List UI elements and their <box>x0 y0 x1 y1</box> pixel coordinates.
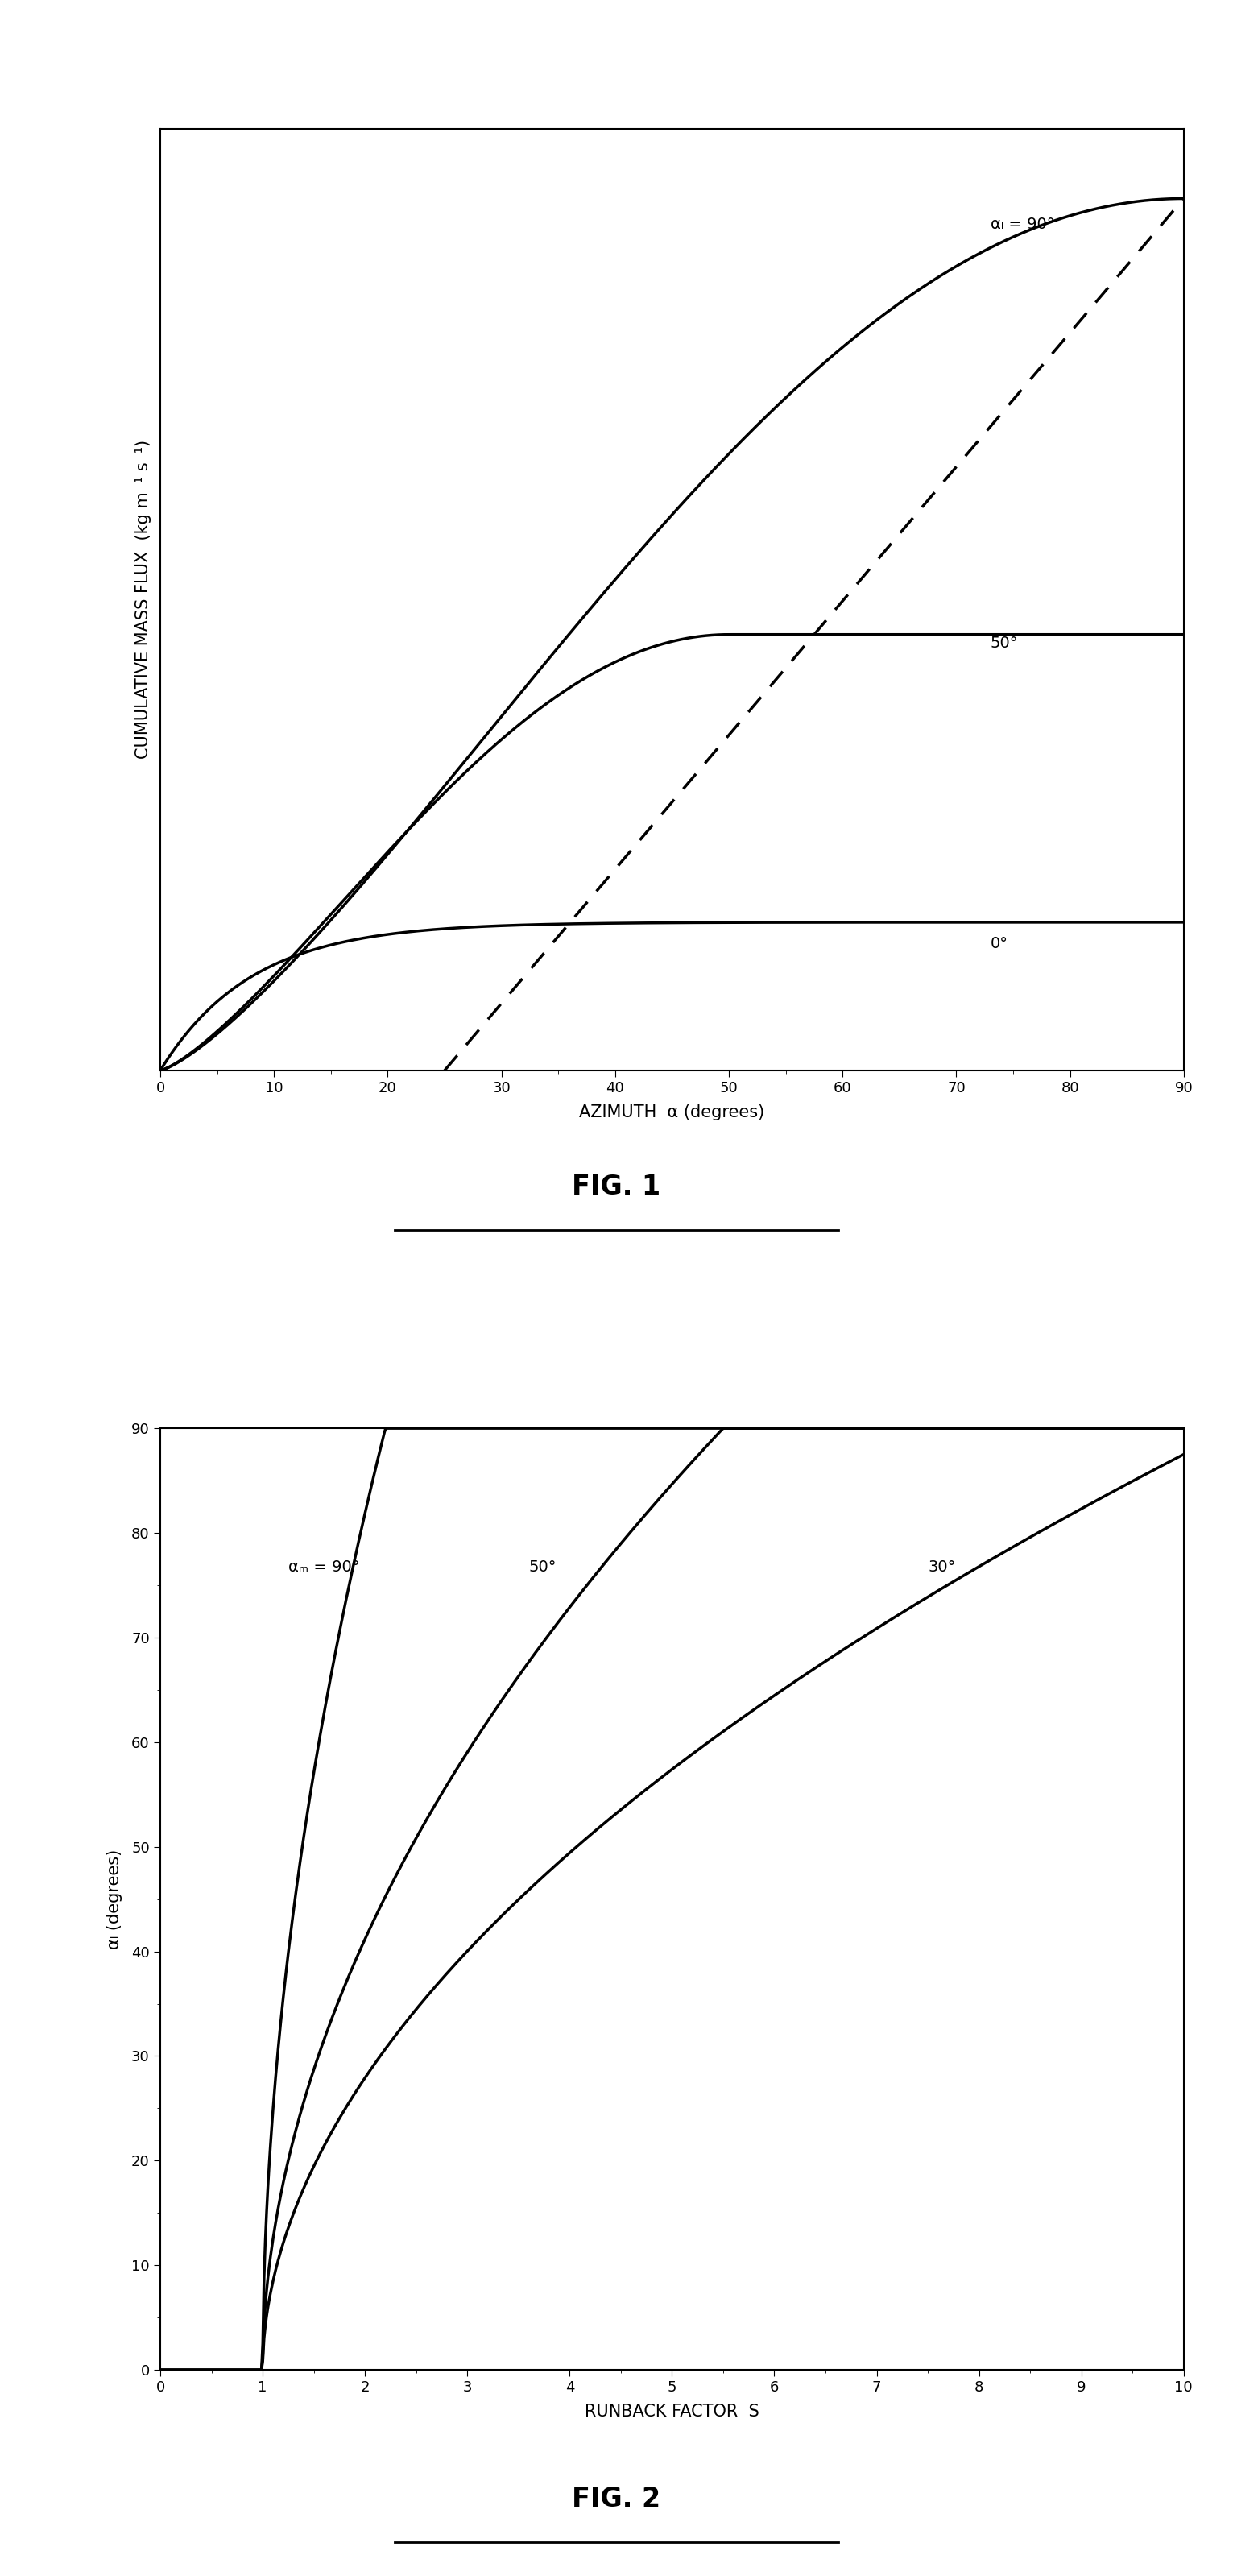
X-axis label: AZIMUTH  α (degrees): AZIMUTH α (degrees) <box>580 1105 764 1121</box>
Text: FIG. 2: FIG. 2 <box>572 2486 661 2512</box>
Y-axis label: αₗ (degrees): αₗ (degrees) <box>106 1850 122 1950</box>
Text: αₘ = 90°: αₘ = 90° <box>289 1558 360 1574</box>
X-axis label: RUNBACK FACTOR  S: RUNBACK FACTOR S <box>584 2403 760 2419</box>
Text: 50°: 50° <box>529 1558 556 1574</box>
Text: 30°: 30° <box>928 1558 956 1574</box>
Y-axis label: CUMULATIVE MASS FLUX  (kg m⁻¹ s⁻¹): CUMULATIVE MASS FLUX (kg m⁻¹ s⁻¹) <box>136 440 152 760</box>
Text: FIG. 1: FIG. 1 <box>572 1175 661 1200</box>
Text: 50°: 50° <box>990 636 1018 652</box>
Text: 0°: 0° <box>990 935 1009 951</box>
Text: αₗ = 90°: αₗ = 90° <box>990 216 1054 232</box>
